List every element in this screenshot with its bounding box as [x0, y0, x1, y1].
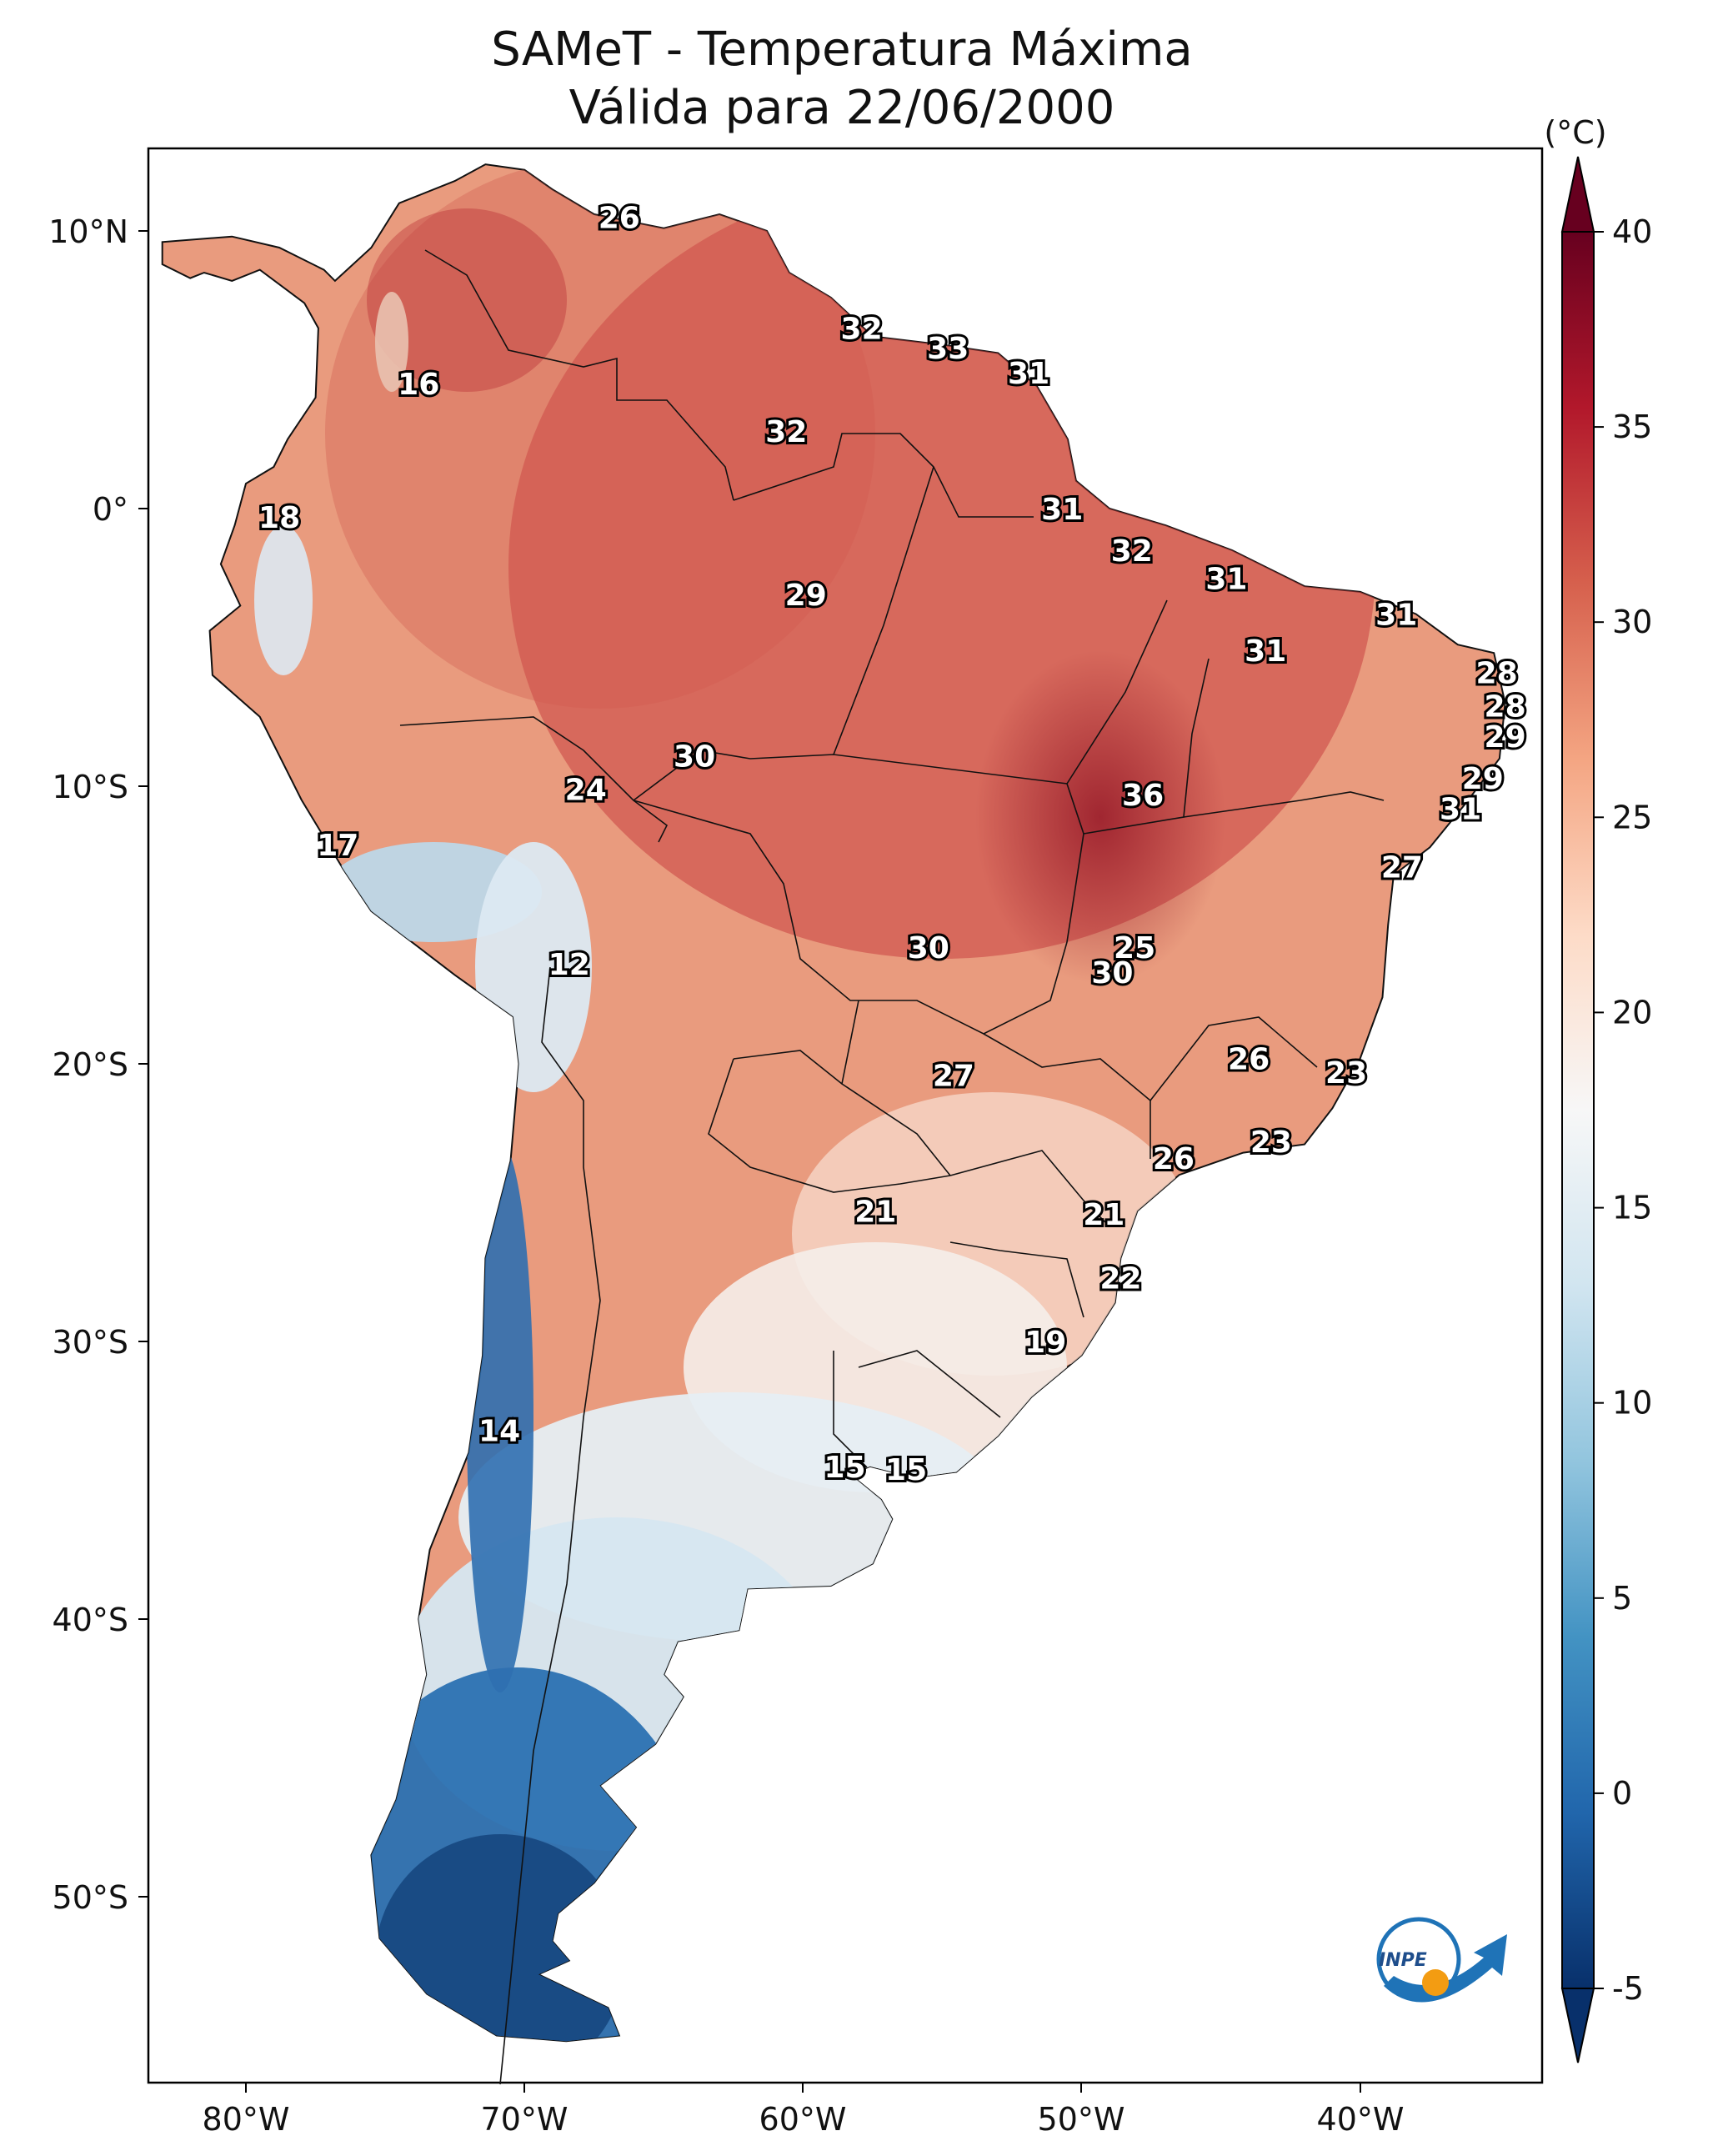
- temperature-label: 29: [1485, 720, 1526, 755]
- temperature-label: 27: [1381, 851, 1423, 885]
- lat-label-20S: 20°S: [53, 1046, 128, 1083]
- temperature-label: 14: [478, 1415, 520, 1449]
- colorbar-tick-label: 35: [1612, 409, 1652, 445]
- lon-label-40W: 40°W: [1317, 2101, 1405, 2138]
- temperature-label: 15: [824, 1451, 865, 1485]
- colorbar-tick-label: 20: [1612, 994, 1652, 1030]
- lat-label-40S: 40°S: [53, 1602, 128, 1638]
- political-borders: [399, 249, 1385, 2085]
- colorbar-tick-label: 30: [1612, 604, 1652, 640]
- temperature-label: 28: [1476, 657, 1518, 691]
- colorbar-gradient: [1561, 231, 1595, 1989]
- lon-label-50W: 50°W: [1038, 2101, 1125, 2138]
- temperature-label: 19: [1024, 1326, 1066, 1360]
- lon-label-70W: 70°W: [481, 2101, 568, 2138]
- colorbar-tick-label: 0: [1612, 1775, 1632, 1812]
- temperature-label: 32: [765, 415, 807, 449]
- colorbar-tick-label: 10: [1612, 1385, 1652, 1421]
- colorbar-tick-label: 5: [1612, 1580, 1632, 1617]
- temperature-label: 16: [398, 368, 439, 402]
- temperature-label: 31: [1440, 793, 1481, 827]
- temperature-label: 24: [565, 773, 607, 807]
- temperature-label: 22: [1099, 1261, 1141, 1296]
- colorbar-tick-label: 25: [1612, 799, 1652, 835]
- title-line-1: SAMeT - Temperatura Máxima: [491, 23, 1193, 77]
- temperature-label: 27: [933, 1059, 974, 1093]
- temperature-label: 32: [841, 313, 883, 347]
- temperature-label: 26: [1228, 1042, 1270, 1076]
- temperature-label: 12: [548, 948, 590, 982]
- temperature-label: 31: [1205, 562, 1247, 596]
- temperature-label: 25: [1114, 931, 1155, 965]
- colorbar-min-extend: [1560, 1988, 1595, 2063]
- temperature-label: 31: [1375, 599, 1417, 633]
- inpe-logo-text: INPE: [1379, 1950, 1427, 1971]
- temperature-label: 31: [1245, 634, 1286, 669]
- temperature-label: 17: [317, 829, 358, 863]
- temperature-label: 15: [885, 1453, 927, 1487]
- lon-label-80W: 80°W: [203, 2101, 290, 2138]
- y-axis: 10°N 0° 10°S 20°S 30°S 40°S 50°S: [48, 213, 148, 1916]
- lat-label-10S: 10°S: [53, 769, 128, 805]
- lon-label-60W: 60°W: [759, 2101, 847, 2138]
- temperature-label: 32: [1111, 534, 1153, 569]
- temperature-label: 26: [599, 201, 640, 235]
- temperature-label: 23: [1325, 1056, 1367, 1091]
- temperature-label: 36: [1122, 779, 1164, 813]
- lat-label-30S: 30°S: [53, 1324, 128, 1361]
- lat-label-10N: 10°N: [48, 213, 128, 250]
- temperature-label: 30: [674, 740, 715, 774]
- temperature-label: 28: [1485, 689, 1526, 724]
- colorbar-tick-label: -5: [1612, 1970, 1644, 2007]
- colorbar-unit: (°C): [1544, 114, 1606, 151]
- temperature-label: 31: [1008, 357, 1049, 391]
- temperature-label: 33: [927, 332, 969, 366]
- temperature-label: 18: [258, 501, 300, 535]
- lat-label-0: 0°: [93, 491, 128, 528]
- colorbar-tick-label: 40: [1612, 213, 1652, 250]
- temperature-label: 30: [1091, 956, 1133, 990]
- colorbar-tick-label: 15: [1612, 1190, 1652, 1226]
- colorbar: (°C) 40 35 30 25 20 15 10 5 0 -5: [1544, 114, 1652, 2063]
- temperature-label: 29: [785, 579, 827, 613]
- temperature-label: 21: [854, 1196, 896, 1230]
- colorbar-max-extend: [1560, 156, 1595, 233]
- temperature-label: 26: [1153, 1142, 1195, 1176]
- title-line-2: Válida para 22/06/2000: [569, 81, 1115, 135]
- lat-label-50S: 50°S: [53, 1879, 128, 1916]
- temperature-label: 30: [908, 931, 949, 965]
- x-axis: 80°W 70°W 60°W 50°W 40°W: [203, 2083, 1405, 2138]
- temperature-label: 21: [1083, 1198, 1124, 1232]
- inpe-logo-icon: INPE: [1376, 1917, 1507, 2003]
- temperature-label: 23: [1250, 1126, 1292, 1160]
- temperature-label: 31: [1041, 493, 1083, 527]
- temperature-label: 29: [1462, 762, 1504, 796]
